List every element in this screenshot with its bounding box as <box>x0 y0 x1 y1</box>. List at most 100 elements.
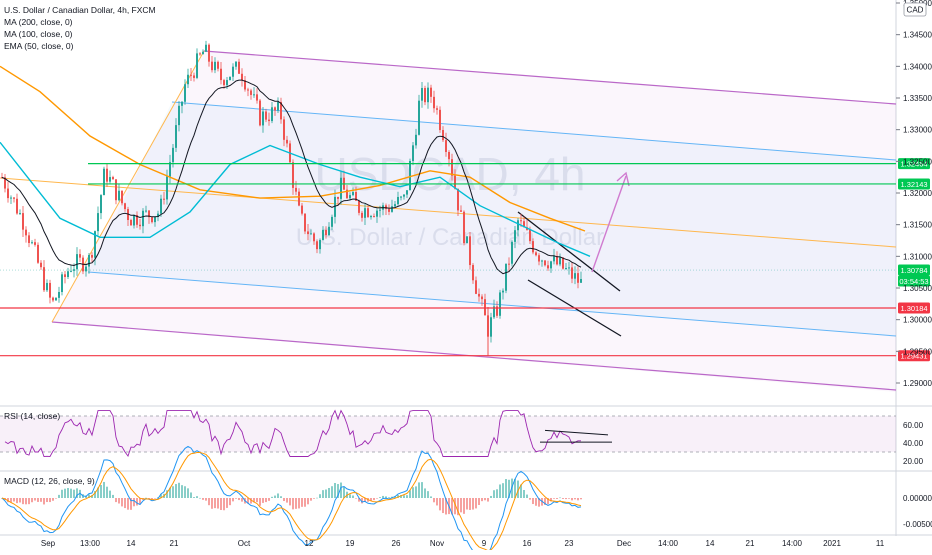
candle-body[interactable] <box>394 204 396 207</box>
candle-body[interactable] <box>463 211 465 244</box>
candle-body[interactable] <box>547 265 549 269</box>
candle-body[interactable] <box>7 188 9 199</box>
candle-body[interactable] <box>166 176 168 200</box>
candle-body[interactable] <box>496 306 498 316</box>
candle-body[interactable] <box>445 140 447 152</box>
candle-body[interactable] <box>208 44 210 62</box>
candle-body[interactable] <box>133 214 135 226</box>
candle-body[interactable] <box>415 134 417 146</box>
candle-body[interactable] <box>85 266 87 272</box>
candle-body[interactable] <box>580 279 582 283</box>
candle-body[interactable] <box>298 191 300 206</box>
candle-body[interactable] <box>256 94 258 101</box>
candle-body[interactable] <box>472 265 474 281</box>
candle-body[interactable] <box>406 190 408 195</box>
candle-body[interactable] <box>421 88 423 101</box>
candle-body[interactable] <box>43 267 45 291</box>
candle-body[interactable] <box>193 75 195 78</box>
rsi-label[interactable]: RSI (14, close) <box>4 411 60 421</box>
candle-body[interactable] <box>538 255 540 262</box>
candle-body[interactable] <box>574 273 576 279</box>
rsi-wedge-upper[interactable] <box>544 429 609 436</box>
candle-body[interactable] <box>217 61 219 69</box>
candle-body[interactable] <box>373 216 375 218</box>
candle-body[interactable] <box>562 257 564 269</box>
candle-body[interactable] <box>28 235 30 243</box>
candle-body[interactable] <box>262 111 264 126</box>
candle-body[interactable] <box>157 213 159 218</box>
candle-body[interactable] <box>550 261 552 269</box>
wedge-upper-line[interactable] <box>517 211 621 292</box>
candle-body[interactable] <box>334 196 336 217</box>
candle-body[interactable] <box>301 205 303 214</box>
candle-body[interactable] <box>73 269 75 271</box>
candle-body[interactable] <box>46 282 48 291</box>
candle-body[interactable] <box>271 107 273 122</box>
candle-body[interactable] <box>556 256 558 265</box>
candle-body[interactable] <box>331 216 333 227</box>
candle-body[interactable] <box>346 189 348 199</box>
candle-body[interactable] <box>190 74 192 76</box>
candle-body[interactable] <box>130 219 132 226</box>
macd-label[interactable]: MACD (12, 26, close, 9) <box>4 476 95 486</box>
fib-connector-line[interactable] <box>51 50 205 323</box>
candle-body[interactable] <box>475 280 477 294</box>
candle-body[interactable] <box>448 151 450 160</box>
candle-body[interactable] <box>181 101 183 106</box>
candle-body[interactable] <box>424 88 426 103</box>
candle-body[interactable] <box>565 268 567 270</box>
candle-body[interactable] <box>460 210 462 212</box>
candle-body[interactable] <box>25 229 27 236</box>
candle-body[interactable] <box>568 267 570 269</box>
candle-body[interactable] <box>13 197 15 199</box>
candle-body[interactable] <box>136 214 138 225</box>
candle-body[interactable] <box>427 87 429 103</box>
candle-body[interactable] <box>172 147 174 163</box>
candle-body[interactable] <box>364 208 366 218</box>
candle-body[interactable] <box>178 105 180 126</box>
price-label-badge[interactable] <box>898 350 930 362</box>
candle-body[interactable] <box>409 160 411 191</box>
candle-body[interactable] <box>169 162 171 177</box>
time-axis[interactable]: Sep 13:00 14 21 Oct 12 19 26 Nov 9 16 23 Dec 14:00 14 2… <box>41 539 885 548</box>
candle-body[interactable] <box>541 260 543 262</box>
candle-body[interactable] <box>307 231 309 235</box>
candle-body[interactable] <box>325 229 327 236</box>
candle-body[interactable] <box>151 217 153 223</box>
candle-body[interactable] <box>379 209 381 211</box>
candle-body[interactable] <box>91 255 93 258</box>
price-label-badge[interactable] <box>898 158 930 170</box>
candle-body[interactable] <box>418 100 420 135</box>
candle-body[interactable] <box>508 263 510 265</box>
candle-body[interactable] <box>175 125 177 148</box>
candle-body[interactable] <box>235 61 237 67</box>
price-panel[interactable] <box>0 0 896 405</box>
candle-body[interactable] <box>370 216 372 218</box>
candle-body[interactable] <box>553 256 555 262</box>
candle-body[interactable] <box>88 255 90 267</box>
candle-body[interactable] <box>571 267 573 279</box>
candle-body[interactable] <box>52 297 54 301</box>
candle-body[interactable] <box>220 68 222 81</box>
candle-body[interactable] <box>442 130 444 141</box>
candle-body[interactable] <box>439 109 441 131</box>
candle-body[interactable] <box>493 306 495 318</box>
candle-body[interactable] <box>451 159 453 176</box>
candle-body[interactable] <box>16 198 18 214</box>
candle-body[interactable] <box>79 254 81 258</box>
candle-body[interactable] <box>457 188 459 211</box>
candle-body[interactable] <box>544 260 546 266</box>
candle-body[interactable] <box>322 229 324 240</box>
candle-body[interactable] <box>67 271 69 278</box>
candle-body[interactable] <box>319 239 321 250</box>
channel-inner-lower-line[interactable] <box>87 271 897 337</box>
candle-body[interactable] <box>403 194 405 197</box>
candle-body[interactable] <box>106 168 108 182</box>
candle-body[interactable] <box>142 210 144 227</box>
candle-body[interactable] <box>214 61 216 71</box>
candle-body[interactable] <box>352 191 354 196</box>
candle-body[interactable] <box>196 53 198 78</box>
candle-body[interactable] <box>145 210 147 212</box>
candle-body[interactable] <box>268 119 270 122</box>
candle-body[interactable] <box>154 217 156 223</box>
